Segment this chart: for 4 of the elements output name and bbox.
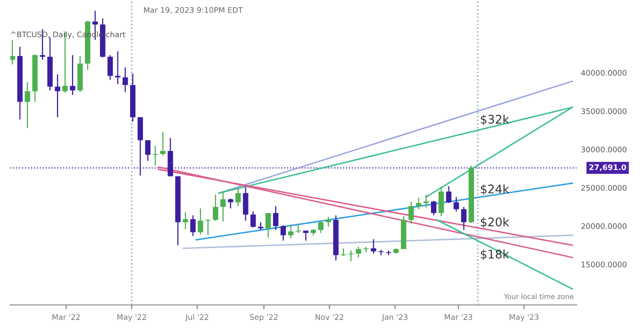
- annotation: $18k: [480, 249, 510, 260]
- annotation: $20k: [480, 217, 510, 228]
- annotation: $24k: [480, 184, 510, 196]
- annotation: $32k: [480, 114, 510, 126]
